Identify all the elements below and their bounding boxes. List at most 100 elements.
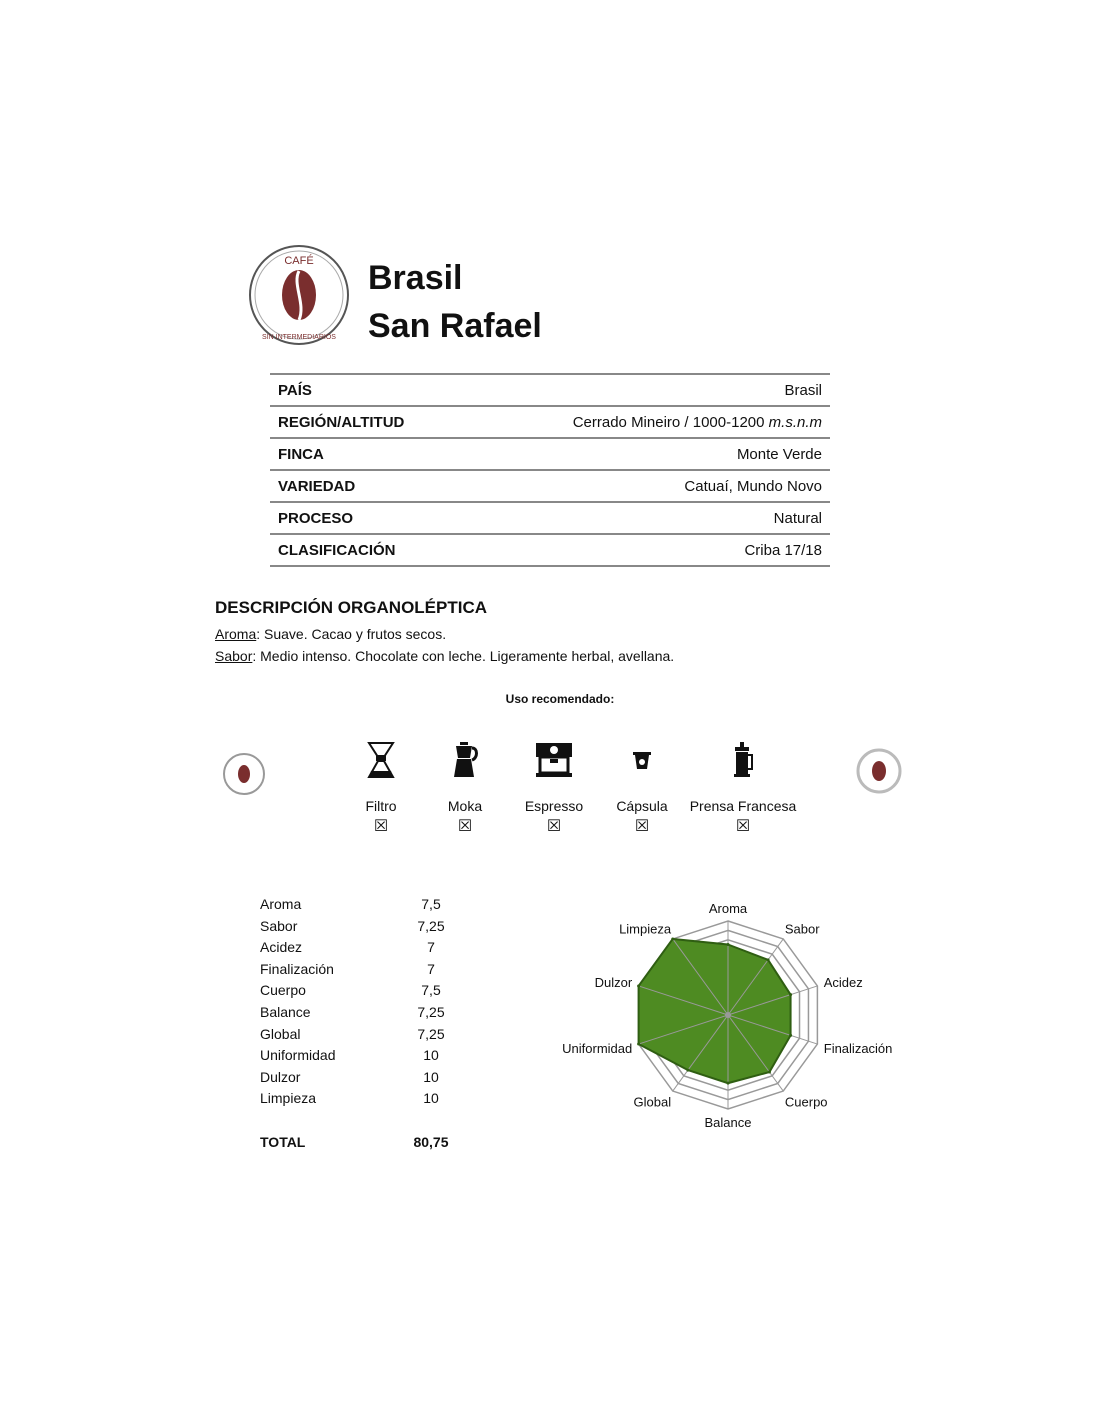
brew-method-espresso: Espresso ☒: [494, 738, 614, 836]
score-value: 7: [427, 939, 435, 956]
score-value: 7,5: [421, 982, 441, 999]
score-row: Uniformidad 10: [260, 1047, 452, 1069]
score-name: Finalización: [260, 960, 334, 977]
brand-logo: CAFÉ SIN INTERMEDIARIOS: [249, 245, 349, 345]
score-name: Dulzor: [260, 1068, 301, 1085]
radar-chart: Aroma Sabor Acidez Finalización Cuerpo Balanc…: [562, 901, 893, 1130]
spec-row: VARIEDAD Catuaí, Mundo Novo: [270, 469, 830, 502]
score-row: Limpieza 10: [260, 1090, 452, 1112]
method-checkbox[interactable]: ☒: [634, 818, 650, 835]
method-checkbox[interactable]: ☒: [457, 818, 473, 835]
score-value: 7,5: [421, 896, 441, 912]
spec-label: PROCESO: [270, 501, 466, 534]
spec-label: VARIEDAD: [270, 469, 466, 502]
radar-point: [726, 1081, 730, 1085]
score-name: Cuerpo: [260, 982, 306, 999]
method-checkbox[interactable]: ☒: [373, 818, 389, 835]
aroma-label: Aroma: [215, 626, 257, 642]
spec-value-text: Criba 17/18: [744, 541, 822, 559]
spec-value-text: Brasil: [784, 381, 822, 399]
brew-method-prensa-francesa: Prensa Francesa ☒: [683, 738, 803, 836]
radar-point: [789, 1033, 793, 1037]
brew-method-cápsula: Cápsula ☒: [582, 738, 702, 836]
spec-row: REGIÓN/ALTITUD Cerrado Mineiro / 1000-120…: [270, 405, 830, 438]
spec-value: Natural: [465, 501, 830, 534]
method-checkbox[interactable]: ☒: [546, 818, 562, 835]
spec-row: FINCA Monte Verde: [270, 437, 830, 470]
score-row: Acidez 7: [260, 939, 452, 961]
score-name: Limpieza: [260, 1090, 317, 1107]
aroma-description: Aroma: Suave. Cacao y frutos secos.: [215, 626, 446, 642]
spec-row: PROCESO Natural: [270, 501, 830, 534]
radar-point: [637, 1042, 641, 1046]
sabor-label: Sabor: [215, 648, 253, 664]
radar-axis-label: Cuerpo: [785, 1095, 828, 1110]
score-list: Aroma 7,5 Sabor 7,25 Acidez 7 Finalización 7 Cue…: [260, 896, 452, 1112]
total-row: TOTAL 80,75: [260, 1134, 452, 1150]
radar-axis-label: Aroma: [709, 901, 748, 916]
small-logo-left: [223, 753, 265, 795]
spec-value: Catuaí, Mundo Novo: [465, 469, 830, 502]
radar-point: [789, 993, 793, 997]
score-value: 7: [427, 960, 435, 977]
radar-axis-label: Limpieza: [619, 921, 672, 936]
radar-point: [726, 943, 730, 946]
score-row: Global 7,25: [260, 1026, 452, 1048]
spec-label: FINCA: [270, 437, 466, 470]
radar-spoke: [672, 938, 729, 1016]
score-name: Sabor: [260, 917, 298, 934]
radar-axis-label: Finalización: [824, 1041, 893, 1056]
uso-heading: Uso recomendado:: [505, 692, 615, 706]
radar-point: [671, 937, 675, 941]
chemex-icon: [321, 738, 441, 782]
radar-axis-label: Global: [634, 1095, 672, 1110]
spec-label: PAÍS: [270, 373, 466, 406]
total-value: 80,75: [413, 1134, 449, 1150]
score-value: 10: [423, 1090, 439, 1107]
score-row: Dulzor 10: [260, 1069, 452, 1091]
spec-label: REGIÓN/ALTITUD: [270, 405, 466, 438]
svg-text:SIN INTERMEDIARIOS: SIN INTERMEDIARIOS: [262, 334, 336, 341]
radar-axis-label: Acidez: [824, 975, 863, 990]
radar-spoke: [727, 985, 818, 1016]
radar-spoke: [727, 1014, 818, 1045]
small-logo-right: [856, 748, 902, 794]
score-row: Aroma 7,5: [260, 896, 452, 918]
score-row: Cuerpo 7,5: [260, 982, 452, 1004]
brew-method-filtro: Filtro ☒: [321, 738, 441, 836]
sabor-description: Sabor: Medio intenso. Chocolate con lech…: [215, 648, 674, 664]
method-label: Moka: [447, 798, 483, 814]
radar-axis-label: Uniformidad: [562, 1041, 632, 1056]
score-name: Balance: [260, 1003, 311, 1020]
spec-value: Cerrado Mineiro / 1000-1200 m.s.n.m: [465, 405, 830, 438]
spec-label: CLASIFICACIÓN: [270, 533, 466, 567]
score-row: Balance 7,25: [260, 1004, 452, 1026]
score-value: 10: [423, 1068, 439, 1085]
brew-method-moka: Moka ☒: [405, 738, 525, 836]
score-name: Global: [260, 1025, 301, 1042]
score-row: Finalización 7: [260, 961, 452, 983]
method-label: Espresso: [524, 798, 584, 814]
title-name: San Rafael: [368, 307, 542, 345]
espresso-machine-icon: [494, 738, 614, 782]
radar-point: [767, 1070, 771, 1074]
score-row: Sabor 7,25: [260, 918, 452, 940]
method-checkbox[interactable]: ☒: [735, 818, 751, 835]
spec-value: Criba 17/18: [465, 533, 830, 567]
title-origin: Brasil: [368, 259, 463, 297]
radar-axis-label: Balance: [705, 1115, 752, 1130]
radar-center: [725, 1012, 731, 1018]
score-name: Aroma: [260, 896, 302, 912]
method-label: Filtro: [365, 798, 397, 814]
radar-spoke: [727, 1014, 784, 1092]
svg-text:CAFÉ: CAFÉ: [284, 254, 313, 267]
spec-value-text: Cerrado Mineiro / 1000-1200: [572, 413, 769, 431]
spec-value: Monte Verde: [465, 437, 830, 470]
spec-value-text: Catuaí, Mundo Novo: [684, 477, 822, 495]
description-heading: DESCRIPCIÓN ORGANOLÉPTICA: [215, 598, 488, 617]
french-press-icon: [683, 738, 803, 782]
radar-spoke: [638, 985, 729, 1016]
score-value: 10: [423, 1047, 439, 1064]
method-label: Cápsula: [616, 798, 668, 814]
